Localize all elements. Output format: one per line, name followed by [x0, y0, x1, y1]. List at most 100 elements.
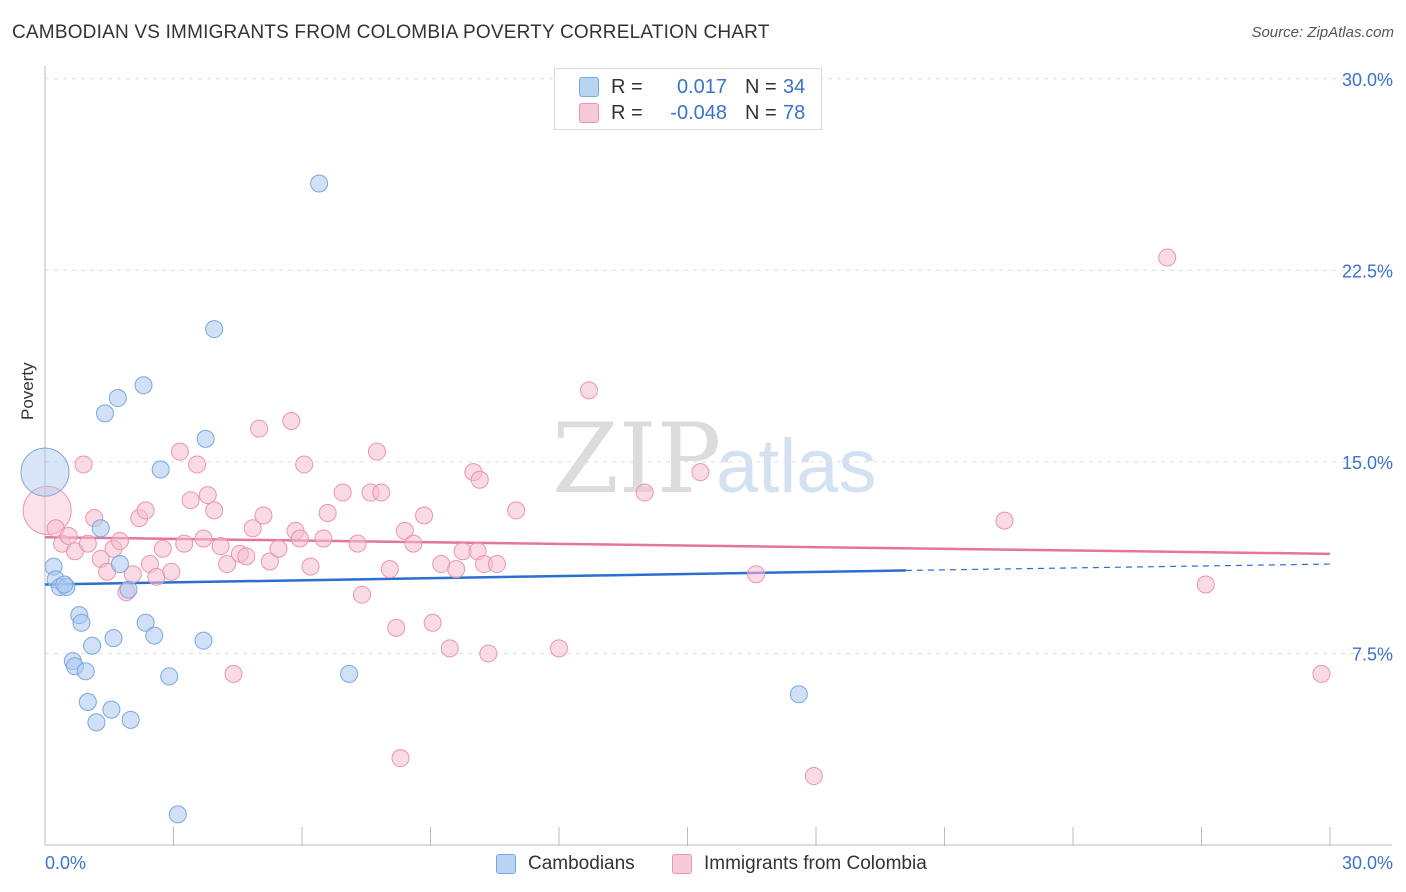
data-point-cambodians	[145, 626, 164, 645]
data-point-colombia	[198, 486, 217, 505]
data-point-cambodians	[119, 580, 138, 599]
data-point-cambodians	[160, 667, 179, 686]
legend-swatch-blue	[579, 77, 599, 97]
data-point-colombia	[1196, 575, 1215, 594]
watermark-atlas: atlas	[716, 424, 877, 509]
data-point-colombia	[136, 501, 155, 520]
data-point-colombia	[333, 483, 352, 502]
data-point-colombia	[318, 503, 337, 522]
y-tick-label: 15.0%	[1342, 453, 1393, 473]
data-point-colombia	[380, 560, 399, 579]
data-point-colombia	[447, 560, 466, 579]
data-point-cambodians	[95, 404, 114, 423]
legend-r-label: R =	[611, 75, 643, 98]
data-point-colombia	[194, 529, 213, 548]
data-point-colombia	[415, 506, 434, 525]
trendline-cambodians-extension	[905, 563, 1331, 572]
data-point-colombia	[579, 381, 598, 400]
data-point-cambodians	[55, 575, 74, 594]
legend-swatch-blue	[496, 854, 516, 874]
data-point-colombia	[282, 412, 301, 431]
legend-r-value: 0.017	[676, 75, 727, 98]
data-point-colombia	[487, 555, 506, 574]
data-point-cambodians	[196, 429, 215, 448]
data-point-colombia	[147, 567, 166, 586]
data-point-cambodians	[136, 613, 155, 632]
data-point-colombia	[59, 526, 78, 545]
data-point-colombia	[635, 483, 654, 502]
bottom-legend-cambodians: Cambodians	[496, 852, 635, 876]
data-point-colombia	[78, 534, 97, 553]
legend-n-value: 34	[783, 75, 806, 98]
data-point-colombia	[205, 501, 224, 520]
data-point-colombia	[254, 506, 273, 525]
data-point-colombia	[348, 534, 367, 553]
data-point-colombia	[175, 534, 194, 553]
data-point-cambodians	[110, 555, 129, 574]
data-point-colombia	[74, 455, 93, 474]
data-point-cambodians	[205, 320, 224, 339]
source-label: Source: ZipAtlas.com	[1251, 24, 1394, 41]
data-point-cambodians	[168, 805, 187, 824]
x-tick-label: 30.0%	[1342, 853, 1393, 873]
data-point-colombia	[1158, 248, 1177, 267]
data-point-cambodians	[78, 692, 97, 711]
data-point-cambodians	[108, 389, 127, 408]
y-tick-label: 22.5%	[1342, 261, 1393, 281]
data-point-cambodians	[76, 662, 95, 681]
data-point-colombia	[550, 639, 568, 658]
data-point-colombia	[153, 539, 172, 558]
bottom-legend-colombia: Immigrants from Colombia	[672, 852, 927, 876]
data-point-colombia	[237, 547, 256, 566]
data-point-colombia	[224, 664, 243, 683]
data-point-cambodians	[121, 710, 140, 729]
data-point-cambodians	[20, 447, 70, 497]
data-point-colombia	[470, 470, 489, 489]
data-point-colombia	[423, 613, 442, 632]
correlation-legend: R = 0.017 N = 34 R = -0.048 N = 78	[554, 68, 822, 130]
data-point-colombia	[269, 539, 288, 558]
data-point-cambodians	[104, 629, 123, 648]
legend-row-cambodians: R = 0.017 N = 34	[579, 74, 805, 100]
data-point-colombia	[260, 552, 279, 571]
data-point-cambodians	[91, 519, 110, 538]
data-point-colombia	[181, 491, 200, 510]
data-point-colombia	[290, 529, 309, 548]
data-point-colombia	[110, 532, 129, 551]
y-tick-label: 30.0%	[1342, 70, 1393, 90]
data-point-colombia	[507, 501, 526, 520]
trendline-colombia	[44, 535, 1331, 556]
data-point-colombia	[404, 534, 423, 553]
data-point-colombia	[218, 555, 237, 574]
data-point-colombia	[211, 537, 230, 556]
data-point-colombia	[250, 419, 269, 438]
data-point-colombia	[1312, 664, 1331, 683]
data-point-colombia	[301, 557, 320, 576]
data-point-colombia	[995, 511, 1014, 530]
data-point-colombia	[395, 521, 414, 540]
data-point-colombia	[691, 463, 710, 482]
data-point-cambodians	[83, 636, 102, 655]
data-point-cambodians	[194, 631, 213, 650]
legend-n-label: N =	[745, 101, 777, 124]
x-tick-label: 0.0%	[45, 853, 86, 873]
data-point-colombia	[295, 455, 314, 474]
data-point-cambodians	[134, 376, 153, 395]
data-point-colombia	[352, 585, 371, 604]
data-point-colombia	[391, 749, 410, 768]
legend-label-cambodians: Cambodians	[528, 853, 635, 874]
data-point-colombia	[804, 767, 823, 786]
data-point-cambodians	[151, 460, 170, 479]
data-point-colombia	[372, 483, 391, 502]
data-point-colombia	[367, 442, 386, 461]
data-point-colombia	[243, 519, 262, 538]
legend-row-colombia: R = -0.048 N = 78	[579, 100, 805, 126]
data-point-colombia	[188, 455, 207, 474]
data-point-colombia	[747, 565, 766, 584]
legend-label-colombia: Immigrants from Colombia	[704, 853, 927, 874]
data-point-cambodians	[789, 685, 808, 704]
data-point-cambodians	[310, 174, 329, 193]
data-point-colombia	[162, 562, 181, 581]
legend-n-value: 78	[783, 101, 806, 124]
